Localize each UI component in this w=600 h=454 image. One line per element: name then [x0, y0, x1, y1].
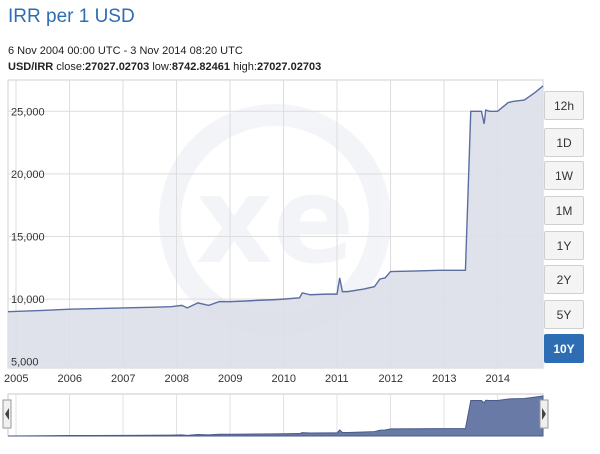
y-tick-label: 10,000 [11, 294, 45, 306]
close-value: 27027.02703 [85, 61, 150, 73]
y-tick-label: 25,000 [11, 106, 45, 118]
range-button-1w[interactable]: 1W [544, 161, 584, 190]
x-tick-label: 2012 [379, 373, 403, 385]
chevron-left-icon [5, 408, 9, 420]
range-button-5y[interactable]: 5Y [544, 300, 584, 329]
x-tick-label: 2007 [111, 373, 135, 385]
range-button-1m[interactable]: 1M [544, 196, 584, 225]
y-tick-label: 20,000 [11, 169, 45, 181]
x-tick-label: 2011 [325, 373, 349, 385]
x-tick-label: 2014 [486, 373, 510, 385]
range-button-12h[interactable]: 12h [544, 91, 584, 120]
navigator-left-handle[interactable] [2, 399, 12, 429]
low-value: 8742.82461 [171, 61, 231, 73]
x-tick-label: 2005 [4, 373, 28, 385]
range-button-10y[interactable]: 10Y [544, 334, 584, 363]
navigator-area [7, 395, 544, 437]
navigator-right-handle[interactable] [539, 399, 549, 429]
chevron-right-icon [542, 408, 546, 420]
y-tick-label: 5,000 [11, 357, 39, 369]
series-line [7, 85, 544, 313]
high-label: high: [233, 61, 257, 73]
pair-label: USD/IRR [8, 61, 54, 73]
chart-title: IRR per 1 USD [8, 6, 135, 27]
range-button-1d[interactable]: 1D [544, 128, 584, 157]
x-tick-label: 2013 [432, 373, 456, 385]
y-tick-label: 15,000 [11, 232, 45, 244]
range-button-1y[interactable]: 1Y [544, 231, 584, 260]
low-label: low: [152, 61, 172, 73]
series-area-fill [8, 85, 543, 368]
range-button-2y[interactable]: 2Y [544, 265, 584, 294]
x-tick-label: 2008 [165, 373, 189, 385]
stats-line: USD/IRR close:27027.02703 low:8742.82461… [8, 61, 321, 73]
date-range: 6 Nov 2004 00:00 UTC - 3 Nov 2014 08:20 … [8, 45, 243, 57]
x-tick-label: 2006 [58, 373, 82, 385]
high-value: 27027.02703 [256, 61, 322, 73]
x-tick-label: 2010 [272, 373, 296, 385]
close-label: close: [56, 61, 86, 73]
watermark-logo: xe [196, 152, 355, 291]
x-tick-label: 2009 [218, 373, 242, 385]
